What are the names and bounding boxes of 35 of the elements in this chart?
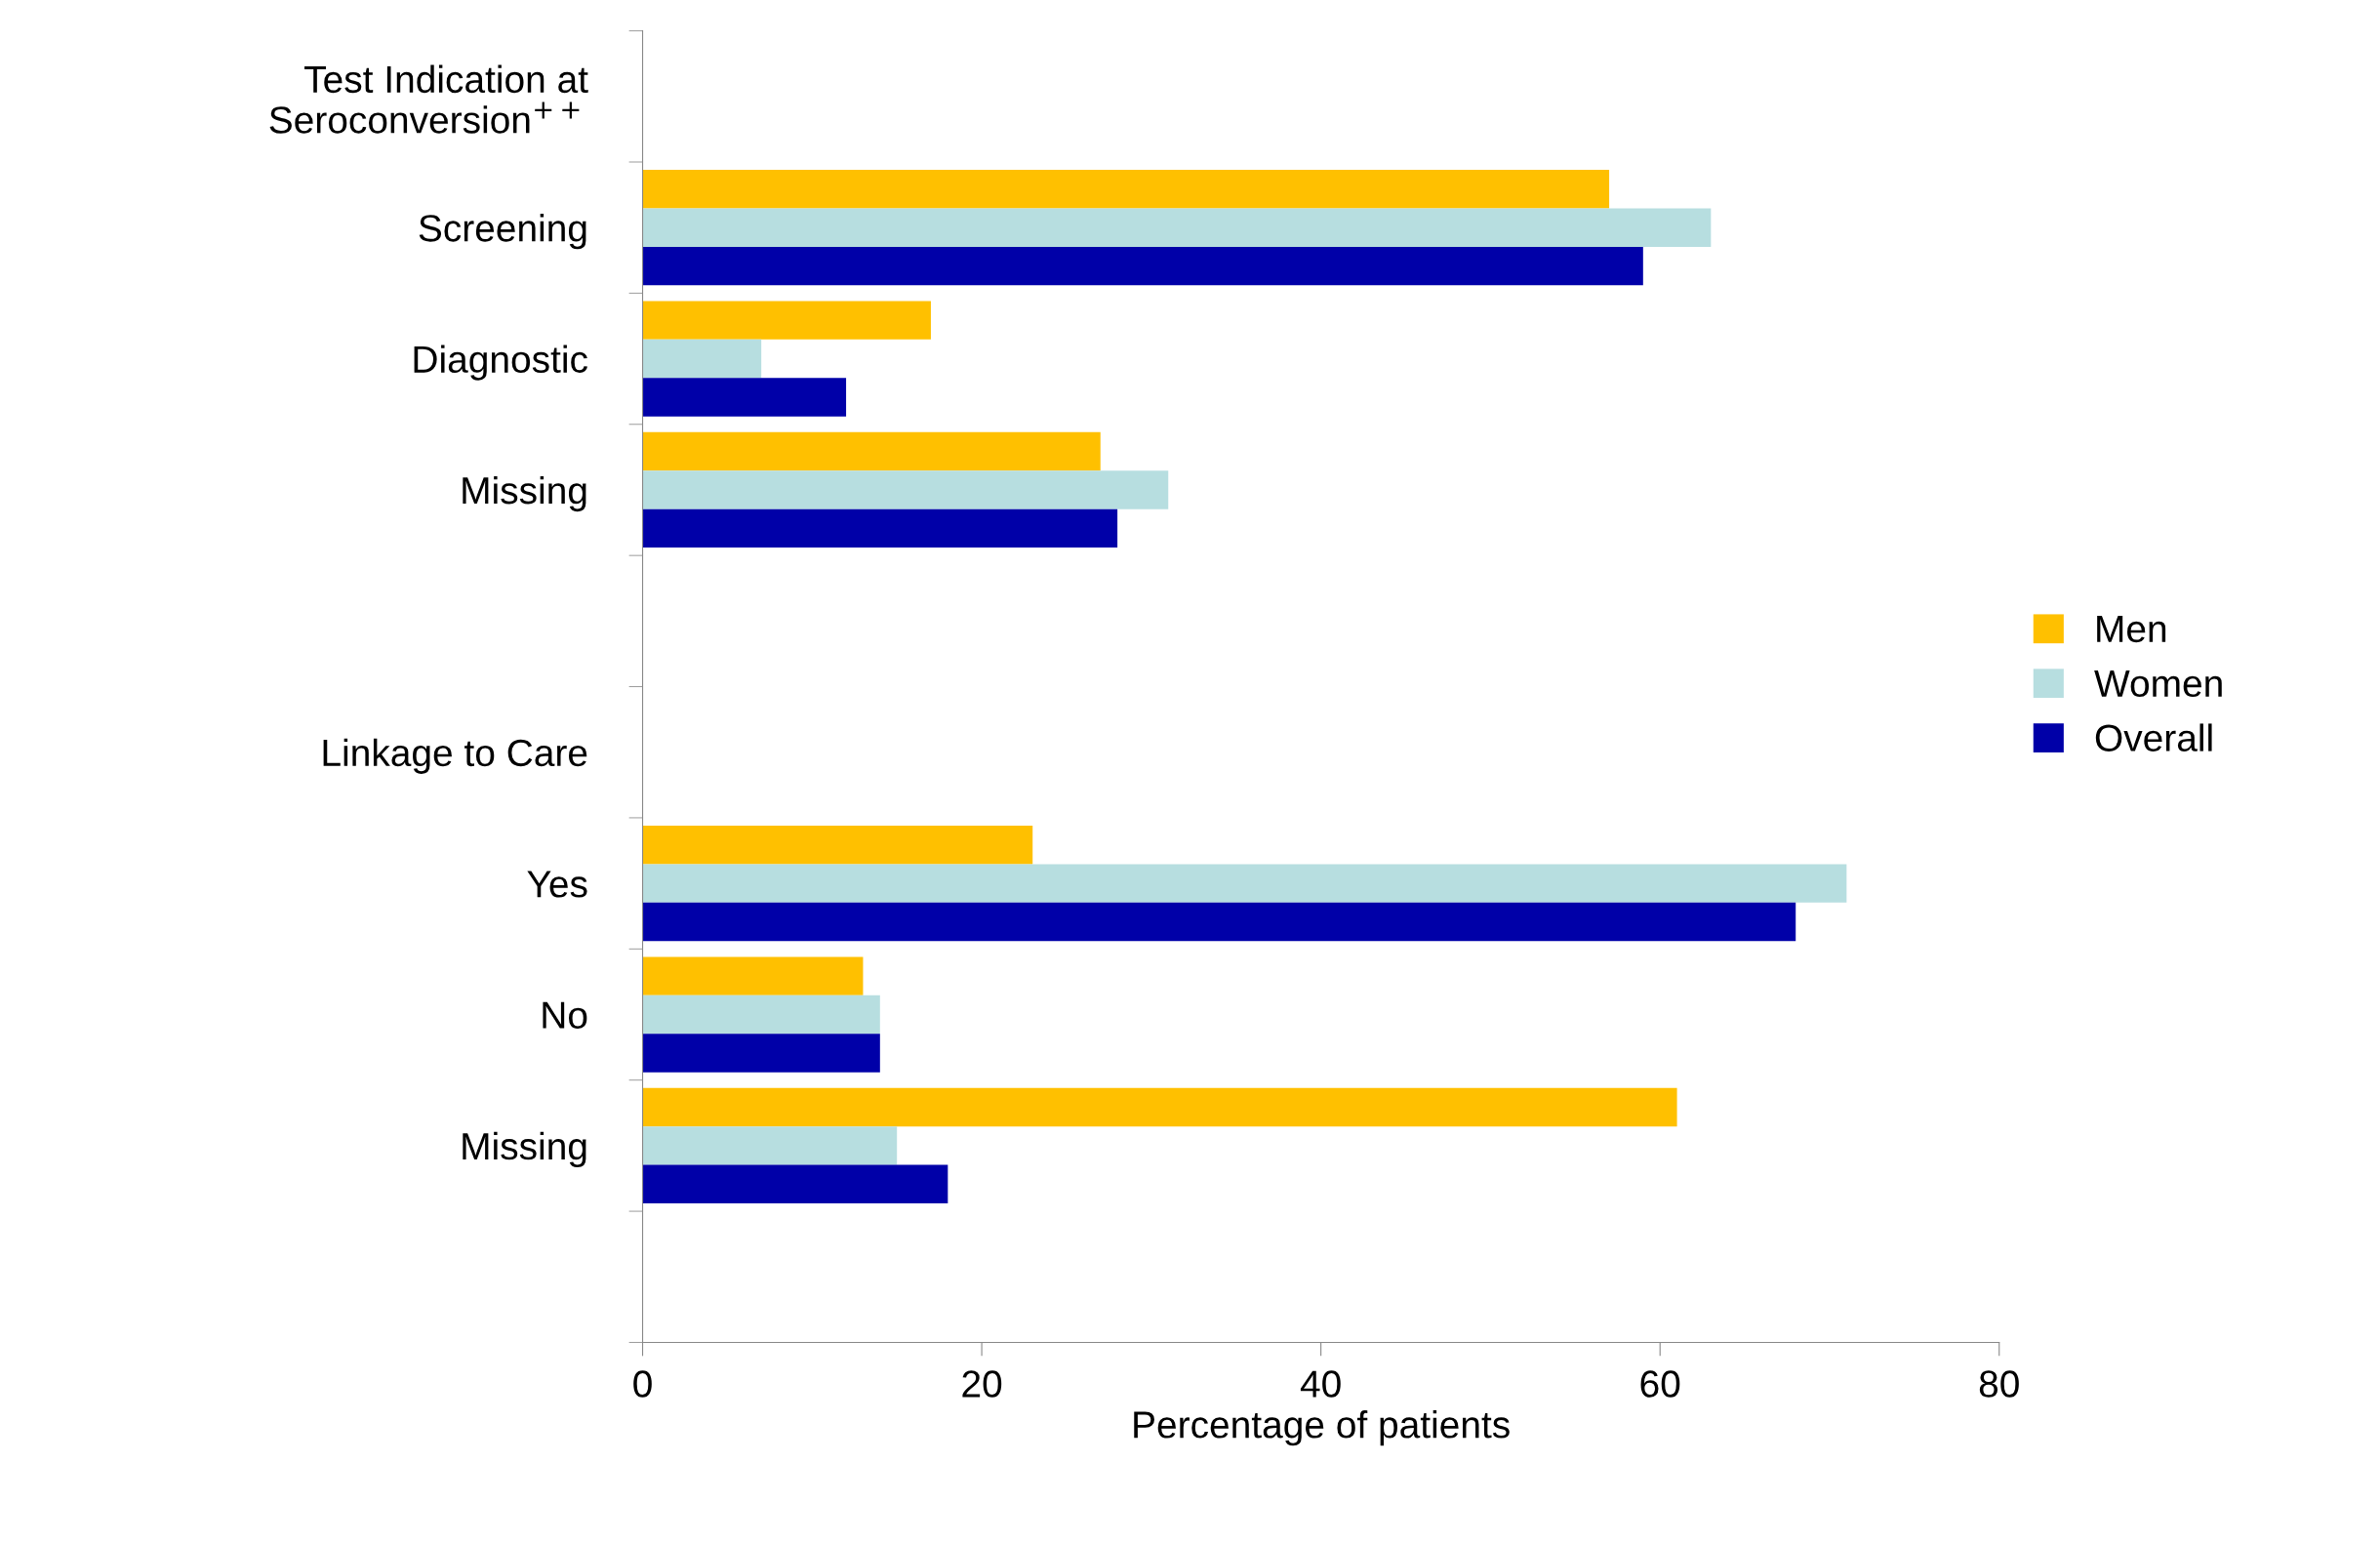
x-axis-title: Percentage of patients: [1134, 1410, 1510, 1446]
y-tick-label: Diagnostic: [414, 345, 587, 381]
legend-label: Women: [2094, 670, 2222, 698]
bar: [642, 301, 931, 340]
y-tick-label: Yes: [527, 871, 587, 898]
legend-label: Men: [2097, 616, 2166, 643]
y-tick-label: Test Indication at Seroconversion$^{++}$: [269, 64, 588, 134]
bar: [642, 431, 1101, 471]
bar: [642, 470, 1169, 509]
bar: [642, 378, 847, 417]
bar: [642, 902, 1796, 942]
legend-label: Overall: [2095, 723, 2212, 751]
x-tick-label: 0: [633, 1370, 652, 1398]
y-tick-label: Missing: [463, 475, 586, 512]
bar: [642, 170, 1610, 209]
bar: [642, 1087, 1677, 1127]
bar: [642, 1126, 898, 1165]
y-tick-label: Missing: [463, 1131, 586, 1168]
bar: [642, 956, 864, 995]
bar: [642, 1034, 880, 1073]
x-tick-label: 40: [1300, 1370, 1341, 1398]
bar: [642, 339, 762, 379]
y-tick-label: No: [543, 1001, 587, 1029]
bar: [642, 208, 1712, 247]
y-tick-label: Linkage to Care: [323, 738, 587, 774]
x-tick-label: 60: [1640, 1370, 1680, 1398]
x-tick-label: 20: [962, 1370, 1002, 1398]
x-tick-label: 80: [1979, 1370, 2019, 1398]
bar: [642, 864, 1847, 903]
bar: [642, 1164, 948, 1204]
bar: [642, 246, 1643, 286]
bar: [642, 825, 1033, 865]
bar: [642, 995, 880, 1035]
y-tick-label: Screening: [419, 214, 586, 250]
bar: [642, 508, 1118, 548]
